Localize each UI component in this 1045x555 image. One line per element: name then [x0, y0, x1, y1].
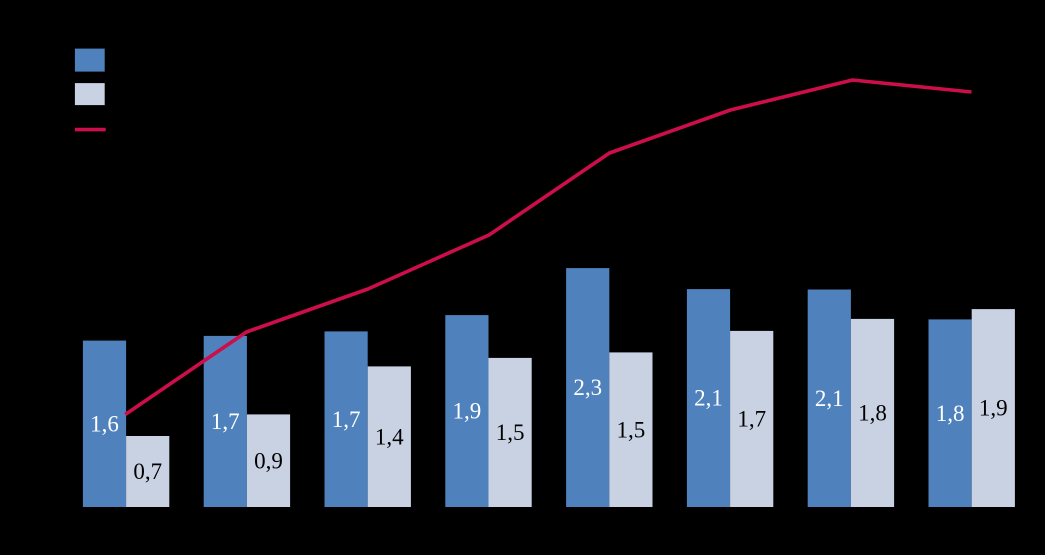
- svg-text:1,4: 1,4: [375, 424, 404, 449]
- svg-text:1,7: 1,7: [211, 409, 240, 434]
- svg-text:1,9: 1,9: [979, 396, 1008, 421]
- svg-text:1,7: 1,7: [737, 407, 766, 432]
- svg-text:0,9: 0,9: [254, 448, 283, 473]
- svg-text:2,1: 2,1: [815, 386, 844, 411]
- svg-text:1,7: 1,7: [332, 407, 361, 432]
- svg-text:2,1: 2,1: [694, 386, 723, 411]
- svg-text:1,8: 1,8: [858, 401, 887, 426]
- svg-text:1,9: 1,9: [453, 399, 482, 424]
- svg-text:1,6: 1,6: [90, 411, 119, 436]
- svg-text:0,7: 0,7: [133, 459, 162, 484]
- svg-text:2,3: 2,3: [573, 375, 602, 400]
- svg-text:1,5: 1,5: [496, 420, 525, 445]
- svg-text:1,8: 1,8: [936, 401, 965, 426]
- svg-text:1,5: 1,5: [617, 417, 646, 442]
